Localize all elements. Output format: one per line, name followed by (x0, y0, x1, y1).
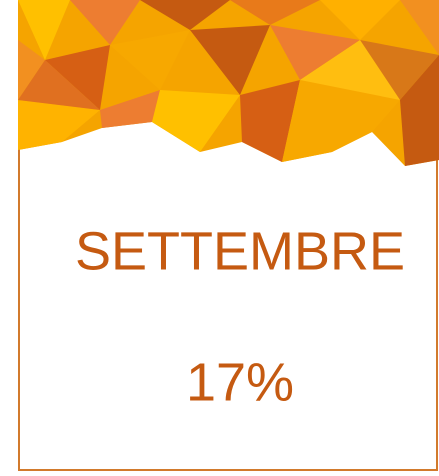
card-border (19, 140, 437, 470)
card: SETTEMBRE 17% (0, 0, 439, 476)
month-label: SETTEMBRE (75, 221, 405, 281)
page: SETTEMBRE 17% (() => { const data = JSON… (0, 0, 439, 476)
header-pattern (18, 0, 439, 166)
percentage-label: 17% (186, 352, 294, 412)
